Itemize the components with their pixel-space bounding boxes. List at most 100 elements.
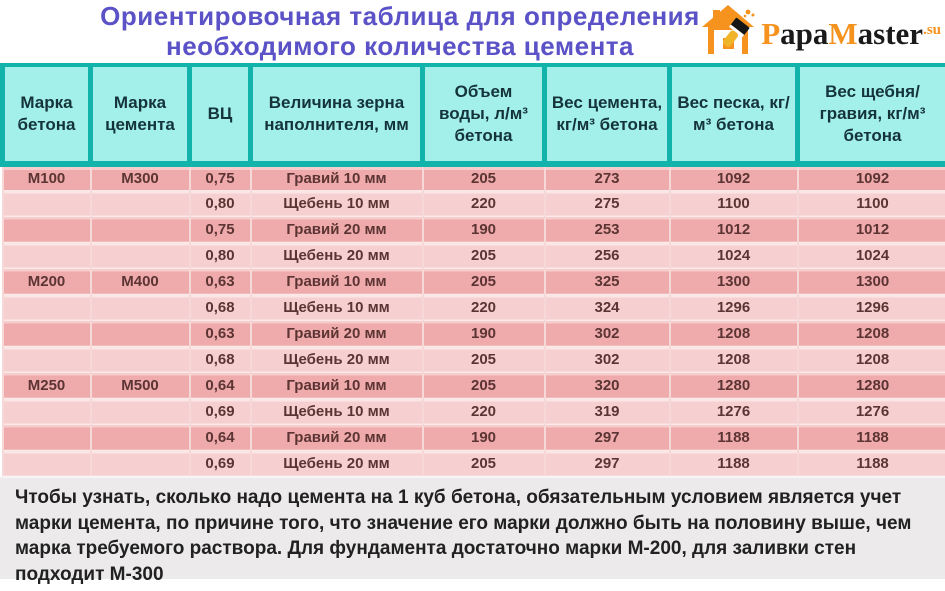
cell-concrete-grade: М250 [1, 371, 92, 398]
cell-sand-weight: 1100 [668, 189, 799, 216]
cell-cement-weight: 302 [543, 319, 671, 346]
table-row: 0,69 Щебень 20 мм 205 297 1188 1188 [1, 449, 945, 476]
cell-sand-weight: 1208 [668, 345, 799, 372]
cement-quantity-table: Марка бетона Марка цемента ВЦ Величина з… [0, 63, 945, 476]
papamaster-logo-text: PapaMaster.su [761, 16, 941, 52]
cell-cement-grade [89, 449, 191, 476]
cell-sand-weight: 1276 [668, 397, 799, 424]
header-concrete-grade: Марка бетона [0, 63, 93, 167]
logo-letters-aster: aster [857, 15, 924, 51]
cell-concrete-grade [1, 293, 92, 320]
cell-aggregate: Щебень 10 мм [249, 189, 424, 216]
cell-wc-ratio: 0,69 [188, 449, 252, 476]
cell-cement-grade [89, 189, 191, 216]
cell-cement-grade [89, 345, 191, 372]
page-title-line2: необходимого количества цемента [166, 31, 634, 61]
cell-sand-weight: 1280 [668, 371, 799, 398]
logo-suffix-su: .su [923, 21, 941, 38]
cell-cement-weight: 319 [543, 397, 671, 424]
cell-gravel-weight: 1280 [796, 371, 945, 398]
cell-aggregate: Щебень 20 мм [249, 241, 424, 268]
cell-gravel-weight: 1208 [796, 319, 945, 346]
cell-concrete-grade [1, 189, 92, 216]
cell-cement-weight: 324 [543, 293, 671, 320]
cell-concrete-grade [1, 241, 92, 268]
cell-cement-grade: М400 [89, 267, 191, 294]
cell-aggregate: Щебень 10 мм [249, 293, 424, 320]
cell-concrete-grade [1, 397, 92, 424]
cell-cement-weight: 297 [543, 423, 671, 450]
logo-letters-apa: apa [780, 15, 829, 51]
logo-letter-m: M [828, 15, 858, 51]
cell-water-volume: 205 [421, 241, 546, 268]
cell-gravel-weight: 1092 [796, 163, 945, 190]
page-title: Ориентировочная таблица для определения … [0, 0, 800, 61]
header-aggregate-grain-size: Величина зерна наполнителя, мм [248, 63, 425, 167]
cell-sand-weight: 1296 [668, 293, 799, 320]
cell-aggregate: Щебень 10 мм [249, 397, 424, 424]
cell-water-volume: 220 [421, 189, 546, 216]
header-gravel-weight: Вес щебня/гравия, кг/м³ бетона [795, 63, 945, 167]
cell-cement-weight: 320 [543, 371, 671, 398]
cell-cement-grade [89, 215, 191, 242]
cell-cement-grade [89, 397, 191, 424]
cell-wc-ratio: 0,64 [188, 371, 252, 398]
header-cement-grade: Марка цемента [88, 63, 192, 167]
cell-gravel-weight: 1100 [796, 189, 945, 216]
cell-cement-weight: 275 [543, 189, 671, 216]
table-row: 0,80 Щебень 20 мм 205 256 1024 1024 [1, 241, 945, 268]
cell-sand-weight: 1092 [668, 163, 799, 190]
cell-gravel-weight: 1188 [796, 449, 945, 476]
page-title-line1: Ориентировочная таблица для определения [100, 1, 700, 31]
cell-aggregate: Щебень 20 мм [249, 449, 424, 476]
cell-wc-ratio: 0,80 [188, 241, 252, 268]
cell-aggregate: Гравий 10 мм [249, 371, 424, 398]
cell-water-volume: 205 [421, 345, 546, 372]
cell-cement-grade: М300 [89, 163, 191, 190]
papamaster-logo: PapaMaster.su [701, 3, 941, 64]
cell-water-volume: 205 [421, 163, 546, 190]
cell-wc-ratio: 0,75 [188, 163, 252, 190]
cell-aggregate: Гравий 10 мм [249, 163, 424, 190]
table-row: 0,75 Гравий 20 мм 190 253 1012 1012 [1, 215, 945, 242]
cell-concrete-grade [1, 345, 92, 372]
cell-concrete-grade: М200 [1, 267, 92, 294]
cell-cement-weight: 302 [543, 345, 671, 372]
cell-water-volume: 205 [421, 449, 546, 476]
cell-sand-weight: 1188 [668, 423, 799, 450]
cell-water-volume: 190 [421, 423, 546, 450]
table-row: 0,69 Щебень 10 мм 220 319 1276 1276 [1, 397, 945, 424]
cell-water-volume: 205 [421, 267, 546, 294]
cell-water-volume: 205 [421, 371, 546, 398]
header-sand-weight: Вес песка, кг/м³ бетона [667, 63, 800, 167]
cell-wc-ratio: 0,75 [188, 215, 252, 242]
cell-cement-weight: 253 [543, 215, 671, 242]
title-area: Ориентировочная таблица для определения … [0, 0, 945, 63]
table-row: М250 М500 0,64 Гравий 10 мм 205 320 1280… [1, 371, 945, 398]
cell-gravel-weight: 1024 [796, 241, 945, 268]
cell-gravel-weight: 1012 [796, 215, 945, 242]
cell-cement-weight: 325 [543, 267, 671, 294]
logo-letter-p: P [761, 15, 781, 51]
table-row: М100 М300 0,75 Гравий 10 мм 205 273 1092… [1, 163, 945, 190]
table-body: М100 М300 0,75 Гравий 10 мм 205 273 1092… [1, 163, 945, 476]
cell-cement-weight: 256 [543, 241, 671, 268]
table-row: 0,64 Гравий 20 мм 190 297 1188 1188 [1, 423, 945, 450]
cell-concrete-grade [1, 449, 92, 476]
cell-water-volume: 190 [421, 319, 546, 346]
cell-wc-ratio: 0,80 [188, 189, 252, 216]
header-cement-weight: Вес цемента, кг/м³ бетона [542, 63, 672, 167]
cell-water-volume: 190 [421, 215, 546, 242]
cell-sand-weight: 1188 [668, 449, 799, 476]
cell-cement-grade [89, 319, 191, 346]
cell-aggregate: Гравий 20 мм [249, 215, 424, 242]
cell-concrete-grade: М100 [1, 163, 92, 190]
table-row: 0,80 Щебень 10 мм 220 275 1100 1100 [1, 189, 945, 216]
cell-gravel-weight: 1276 [796, 397, 945, 424]
cell-gravel-weight: 1188 [796, 423, 945, 450]
cell-cement-grade [89, 241, 191, 268]
cell-cement-grade [89, 423, 191, 450]
cell-gravel-weight: 1300 [796, 267, 945, 294]
footer-note: Чтобы узнать, сколько надо цемента на 1 … [0, 476, 945, 585]
